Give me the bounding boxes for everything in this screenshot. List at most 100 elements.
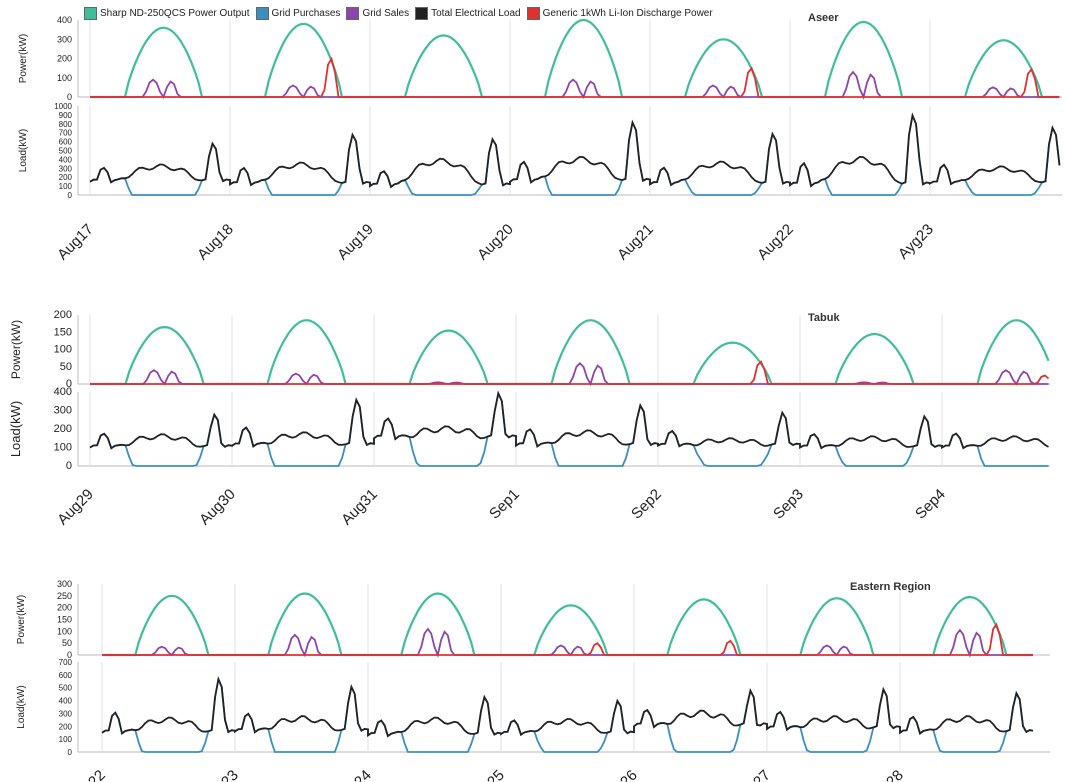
legend-label: Generic 1kWh Li-Ion Discharge Power [542,7,713,19]
panel-1: 0100200300400Power(kW)Aseer0100200300400… [18,12,1062,263]
legend-swatch [415,6,429,20]
load-y-tick-label: 1000 [54,102,72,111]
chart-title: Aseer [808,12,839,24]
power-y-tick-label: 400 [57,15,72,25]
x-tick-label: Aug22 [754,221,797,264]
power-series-batt [90,360,1050,385]
power-series-pv [102,592,1033,657]
x-tick-label: Aug29 [54,486,97,529]
x-tick-label: Sep2 [628,486,665,523]
load-y-axis-label: Load(kW) [8,401,23,457]
legend-item: Total Electrical Load [415,6,521,20]
x-tick-label: Aug20 [474,221,517,264]
power-y-tick-label: 250 [57,591,72,601]
power-series-batt [90,56,1060,98]
legend-swatch [346,6,360,20]
load-y-tick-label: 400 [54,386,72,398]
x-tick-label: Jun25 [467,767,508,782]
legend-item: Grid Purchases [255,6,341,20]
x-tick-label: Aug31 [338,486,381,529]
load-y-tick-label: 300 [54,405,72,417]
load-y-tick-label: 100 [59,182,73,191]
x-tick-label: Jun27 [733,767,774,782]
power-series-sales [90,70,1060,100]
legend-item: Grid Sales [346,6,410,20]
legend-label: Grid Purchases [271,7,341,19]
load-y-tick-label: 300 [59,164,73,173]
load-series-load [89,112,1061,189]
chart-title: Eastern Region [850,581,931,593]
legend-swatch [526,6,540,20]
x-tick-label: Aug17 [54,221,97,264]
power-series-pv [90,18,1060,99]
load-y-tick-label: 500 [59,684,73,693]
power-y-tick-label: 50 [62,638,72,648]
legend: Sharp ND-250QCS Power Output Grid Purchas… [84,4,713,22]
load-y-tick-label: 400 [59,155,73,164]
power-series-sales [102,627,1033,658]
legend-swatch [255,6,269,20]
power-y-tick-label: 0 [66,378,72,390]
legend-label: Grid Sales [362,7,410,19]
x-tick-label: Jun23 [201,767,242,782]
power-y-tick-label: 200 [57,603,72,613]
power-y-axis-label: Power(kW) [9,320,23,379]
load-y-tick-label: 0 [66,460,72,472]
power-series-sales [90,362,1049,387]
x-tick-label: Sep1 [486,486,523,523]
load-y-tick-label: 500 [59,147,73,156]
load-y-tick-label: 400 [59,697,73,706]
load-y-tick-label: 200 [54,423,72,435]
load-y-tick-label: 100 [54,442,72,454]
load-y-axis-label: Load(kW) [18,129,29,172]
load-y-axis-label: Load(kW) [16,685,27,728]
x-tick-label: Jun24 [334,767,375,782]
legend-label: Sharp ND-250QCS Power Output [100,7,250,19]
x-tick-label: Sep3 [770,486,807,523]
load-series-purch [89,390,1049,467]
x-tick-label: Sep4 [912,486,949,523]
load-series-load [89,390,1049,450]
panel-2: 0 50 100 150 200 Power(kW) Tabuk 0 100 200 300 400 L… [8,309,1050,528]
x-tick-label: Aug21 [614,221,657,264]
load-y-tick-label: 900 [59,111,73,120]
power-y-tick-label: 0 [67,92,72,102]
x-tick-label: Aug19 [334,221,377,264]
power-y-tick-label: 100 [54,344,72,356]
load-y-tick-label: 200 [59,722,73,731]
legend-label: Total Electrical Load [431,7,521,19]
power-y-axis-label: Power(kW) [16,595,27,644]
legend-swatch [84,6,97,20]
power-y-tick-label: 300 [57,579,72,589]
x-tick-label: Aug30 [196,486,239,529]
power-y-tick-label: 200 [54,309,72,321]
power-y-tick-label: 50 [60,361,72,373]
chart-title: Tabuk [808,312,840,324]
load-y-tick-label: 0 [68,748,73,757]
load-y-tick-label: 700 [59,129,73,138]
power-y-tick-label: 200 [57,54,72,64]
load-y-tick-label: 600 [59,138,73,147]
power-y-tick-label: 100 [57,626,72,636]
load-y-tick-label: 700 [59,658,73,667]
load-series-load [101,676,1034,738]
load-y-tick-label: 800 [59,120,73,129]
power-y-tick-label: 100 [57,73,72,83]
x-tick-label: Aug18 [194,221,237,264]
load-y-tick-label: 200 [59,173,73,182]
x-tick-label: Jun26 [600,767,641,782]
power-y-tick-label: 300 [57,34,72,44]
load-series-purch [101,676,1034,753]
legend-item: Sharp ND-250QCS Power Output [84,6,250,20]
power-series-pv [90,319,1050,386]
power-y-axis-label: Power(kW) [18,34,29,83]
load-y-tick-label: 0 [68,191,73,200]
x-tick-label: Ayg23 [895,221,937,263]
load-y-tick-label: 300 [59,709,73,718]
load-y-tick-label: 100 [59,735,73,744]
power-series-batt [102,622,1033,656]
x-tick-label: Jun22 [68,767,109,782]
power-y-tick-label: 150 [57,615,72,625]
power-y-tick-label: 150 [54,326,72,338]
